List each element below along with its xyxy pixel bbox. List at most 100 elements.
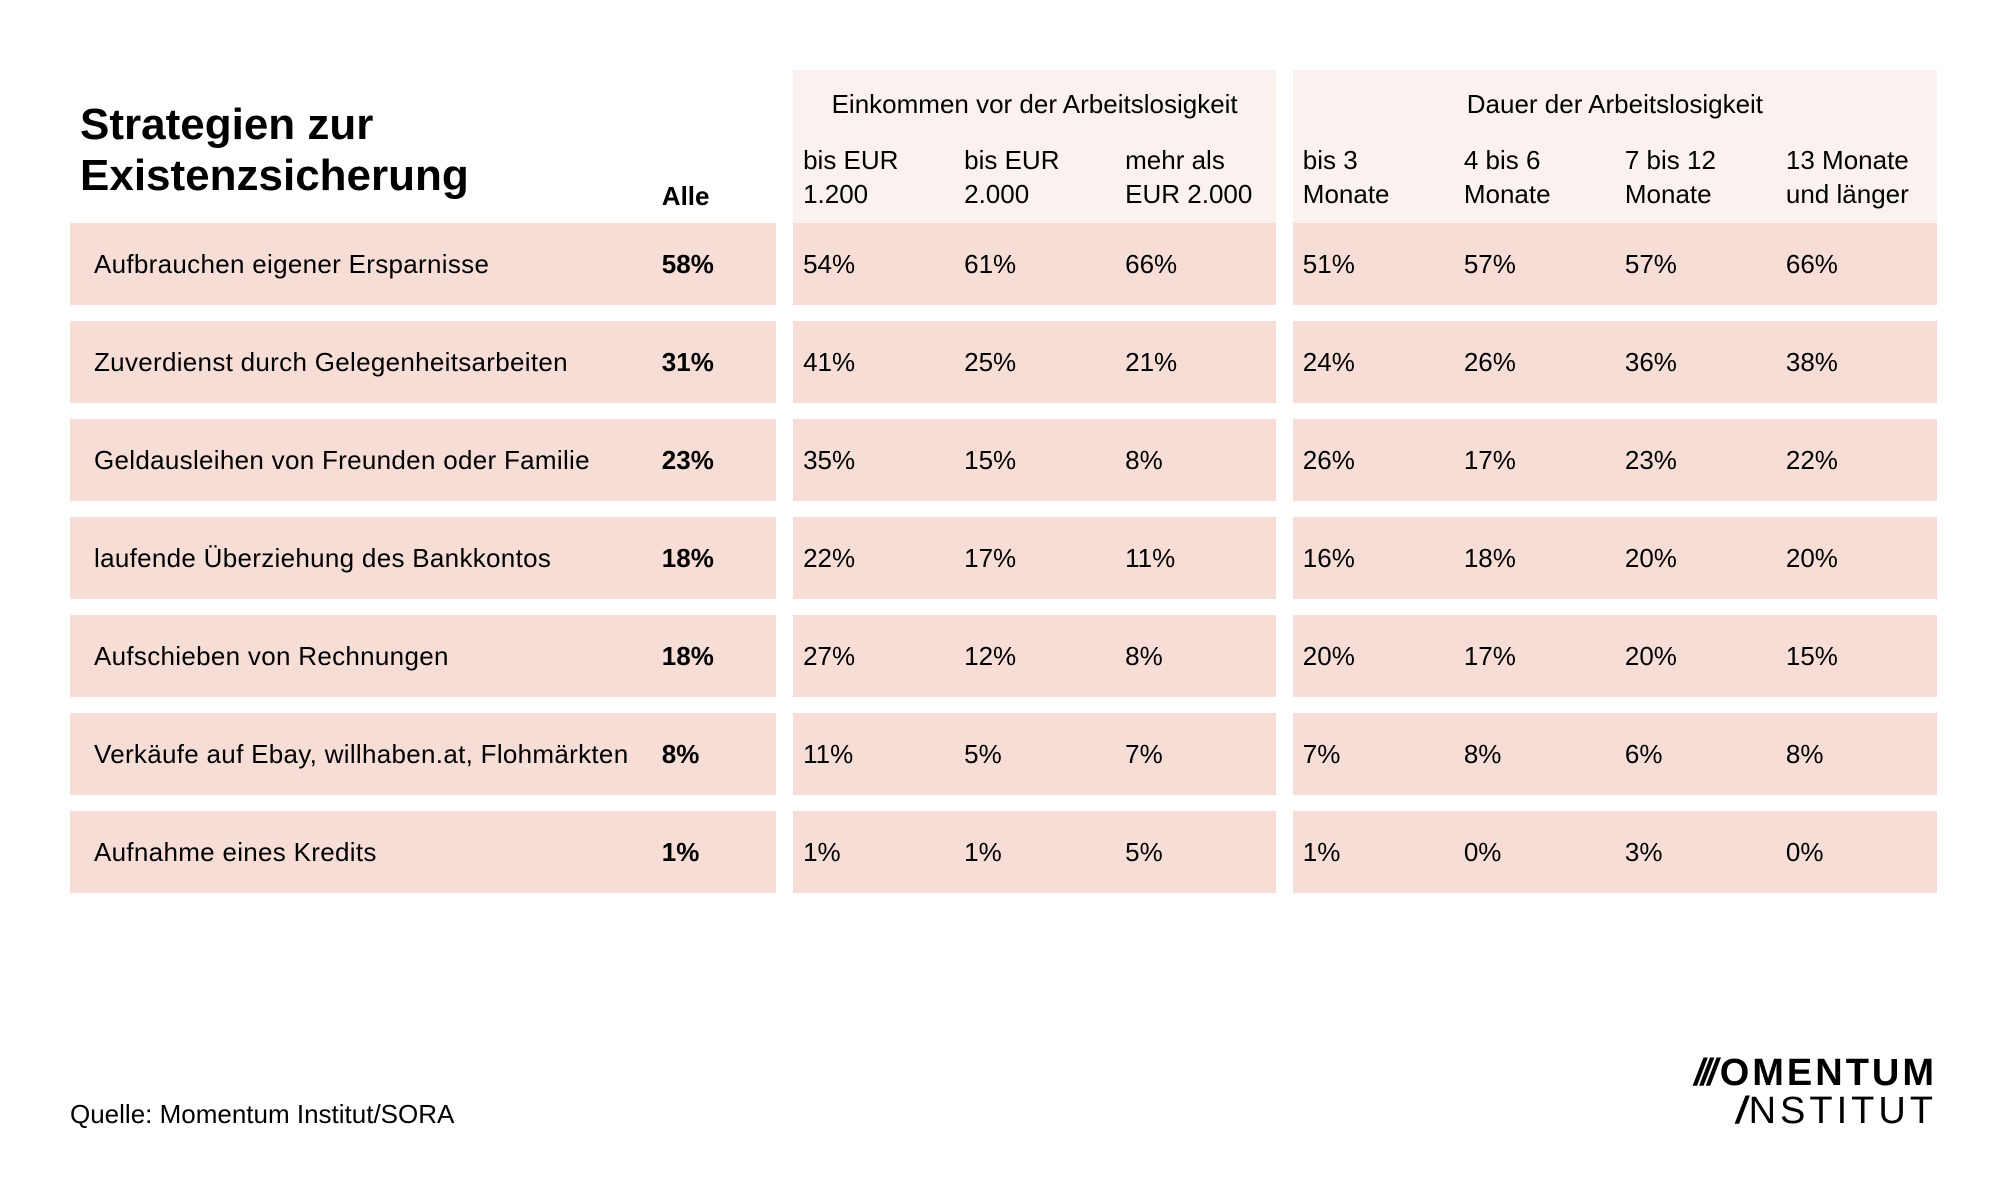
- cell-income: 41%: [793, 321, 954, 403]
- row-label: Aufschieben von Rechnungen: [70, 615, 652, 697]
- cell-duration: 18%: [1454, 517, 1615, 599]
- cell-duration: 3%: [1615, 811, 1776, 893]
- row-spacer: [70, 599, 1937, 615]
- column-gap: [776, 615, 793, 697]
- cell-duration: 0%: [1454, 811, 1615, 893]
- cell-duration: 7%: [1293, 713, 1454, 795]
- cell-alle: 8%: [652, 713, 777, 795]
- col-header-income-0: bis EUR 1.200: [793, 132, 954, 224]
- table-row: Geldausleihen von Freunden oder Familie2…: [70, 419, 1937, 501]
- column-gap: [1276, 223, 1293, 305]
- cell-duration: 36%: [1615, 321, 1776, 403]
- cell-alle: 1%: [652, 811, 777, 893]
- cell-income: 61%: [954, 223, 1115, 305]
- cell-duration: 24%: [1293, 321, 1454, 403]
- table-row: laufende Überziehung des Bankkontos 18% 22…: [70, 517, 1937, 599]
- row-label: Aufnahme eines Kredits: [70, 811, 652, 893]
- col-header-duration-1: 4 bis 6 Monate: [1454, 132, 1615, 224]
- column-gap: [776, 70, 793, 223]
- cell-income: 17%: [954, 517, 1115, 599]
- col-header-duration-2: 7 bis 12 Monate: [1615, 132, 1776, 224]
- table-header: Strategien zur Existenzsicherung Alle Ei…: [70, 70, 1937, 223]
- row-spacer: [70, 403, 1937, 419]
- column-gap: [1276, 517, 1293, 599]
- col-header-alle: Alle: [652, 70, 777, 223]
- cell-duration: 15%: [1776, 615, 1937, 697]
- col-header-duration-0: bis 3 Monate: [1293, 132, 1454, 224]
- cell-income: 54%: [793, 223, 954, 305]
- cell-duration: 26%: [1293, 419, 1454, 501]
- cell-duration: 17%: [1454, 419, 1615, 501]
- table-row: Zuverdienst durch Gelegenheitsarbeiten31…: [70, 321, 1937, 403]
- column-gap: [776, 713, 793, 795]
- column-gap: [1276, 70, 1293, 223]
- cell-income: 5%: [954, 713, 1115, 795]
- column-gap: [776, 811, 793, 893]
- cell-duration: 20%: [1615, 615, 1776, 697]
- row-label: Aufbrauchen eigener Ersparnisse: [70, 223, 652, 305]
- cell-duration: 8%: [1776, 713, 1937, 795]
- cell-income: 11%: [1115, 517, 1276, 599]
- cell-income: 1%: [793, 811, 954, 893]
- col-group-duration: Dauer der Arbeitslosigkeit: [1293, 70, 1937, 132]
- data-table-container: Strategien zur Existenzsicherung Alle Ei…: [70, 70, 1937, 893]
- column-gap: [1276, 321, 1293, 403]
- cell-income: 25%: [954, 321, 1115, 403]
- cell-alle: 58%: [652, 223, 777, 305]
- row-label: Zuverdienst durch Gelegenheitsarbeiten: [70, 321, 652, 403]
- cell-duration: 16%: [1293, 517, 1454, 599]
- cell-alle: 18%: [652, 615, 777, 697]
- cell-duration: 26%: [1454, 321, 1615, 403]
- cell-income: 8%: [1115, 419, 1276, 501]
- table-row: Aufnahme eines Kredits1%1%1%5%1%0%3%0%: [70, 811, 1937, 893]
- table-row: Aufbrauchen eigener Ersparnisse58%54%61%…: [70, 223, 1937, 305]
- col-header-income-1: bis EUR 2.000: [954, 132, 1115, 224]
- cell-income: 66%: [1115, 223, 1276, 305]
- cell-income: 11%: [793, 713, 954, 795]
- row-spacer: [70, 305, 1937, 321]
- cell-duration: 22%: [1776, 419, 1937, 501]
- column-gap: [1276, 615, 1293, 697]
- cell-income: 8%: [1115, 615, 1276, 697]
- column-gap: [776, 517, 793, 599]
- source-text: Quelle: Momentum Institut/SORA: [70, 1099, 454, 1130]
- cell-duration: 51%: [1293, 223, 1454, 305]
- row-label: Verkäufe auf Ebay, willhaben.at, Flohmär…: [70, 713, 652, 795]
- column-gap: [1276, 419, 1293, 501]
- cell-duration: 20%: [1615, 517, 1776, 599]
- cell-duration: 0%: [1776, 811, 1937, 893]
- column-gap: [776, 223, 793, 305]
- cell-duration: 57%: [1454, 223, 1615, 305]
- cell-income: 5%: [1115, 811, 1276, 893]
- column-gap: [1276, 713, 1293, 795]
- cell-income: 22%: [793, 517, 954, 599]
- cell-duration: 66%: [1776, 223, 1937, 305]
- cell-duration: 8%: [1454, 713, 1615, 795]
- table-row: Verkäufe auf Ebay, willhaben.at, Flohmär…: [70, 713, 1937, 795]
- cell-alle: 31%: [652, 321, 777, 403]
- cell-duration: 6%: [1615, 713, 1776, 795]
- row-spacer: [70, 697, 1937, 713]
- cell-duration: 38%: [1776, 321, 1937, 403]
- row-label: laufende Überziehung des Bankkontos: [70, 517, 652, 599]
- col-group-income: Einkommen vor der Arbeitslosigkeit: [793, 70, 1276, 132]
- table-row: Aufschieben von Rechnungen18%27%12%8%20%…: [70, 615, 1937, 697]
- cell-income: 7%: [1115, 713, 1276, 795]
- cell-alle: 23%: [652, 419, 777, 501]
- row-spacer: [70, 795, 1937, 811]
- table-body: Aufbrauchen eigener Ersparnisse58%54%61%…: [70, 223, 1937, 893]
- col-header-duration-3: 13 Monate und länger: [1776, 132, 1937, 224]
- cell-duration: 23%: [1615, 419, 1776, 501]
- column-gap: [1276, 811, 1293, 893]
- row-spacer: [70, 501, 1937, 517]
- cell-duration: 57%: [1615, 223, 1776, 305]
- cell-duration: 1%: [1293, 811, 1454, 893]
- logo-line-1: ///OMENTUM: [1694, 1054, 1937, 1092]
- cell-income: 35%: [793, 419, 954, 501]
- cell-income: 21%: [1115, 321, 1276, 403]
- cell-duration: 17%: [1454, 615, 1615, 697]
- strategies-table: Strategien zur Existenzsicherung Alle Ei…: [70, 70, 1937, 893]
- cell-duration: 20%: [1293, 615, 1454, 697]
- cell-income: 1%: [954, 811, 1115, 893]
- cell-income: 27%: [793, 615, 954, 697]
